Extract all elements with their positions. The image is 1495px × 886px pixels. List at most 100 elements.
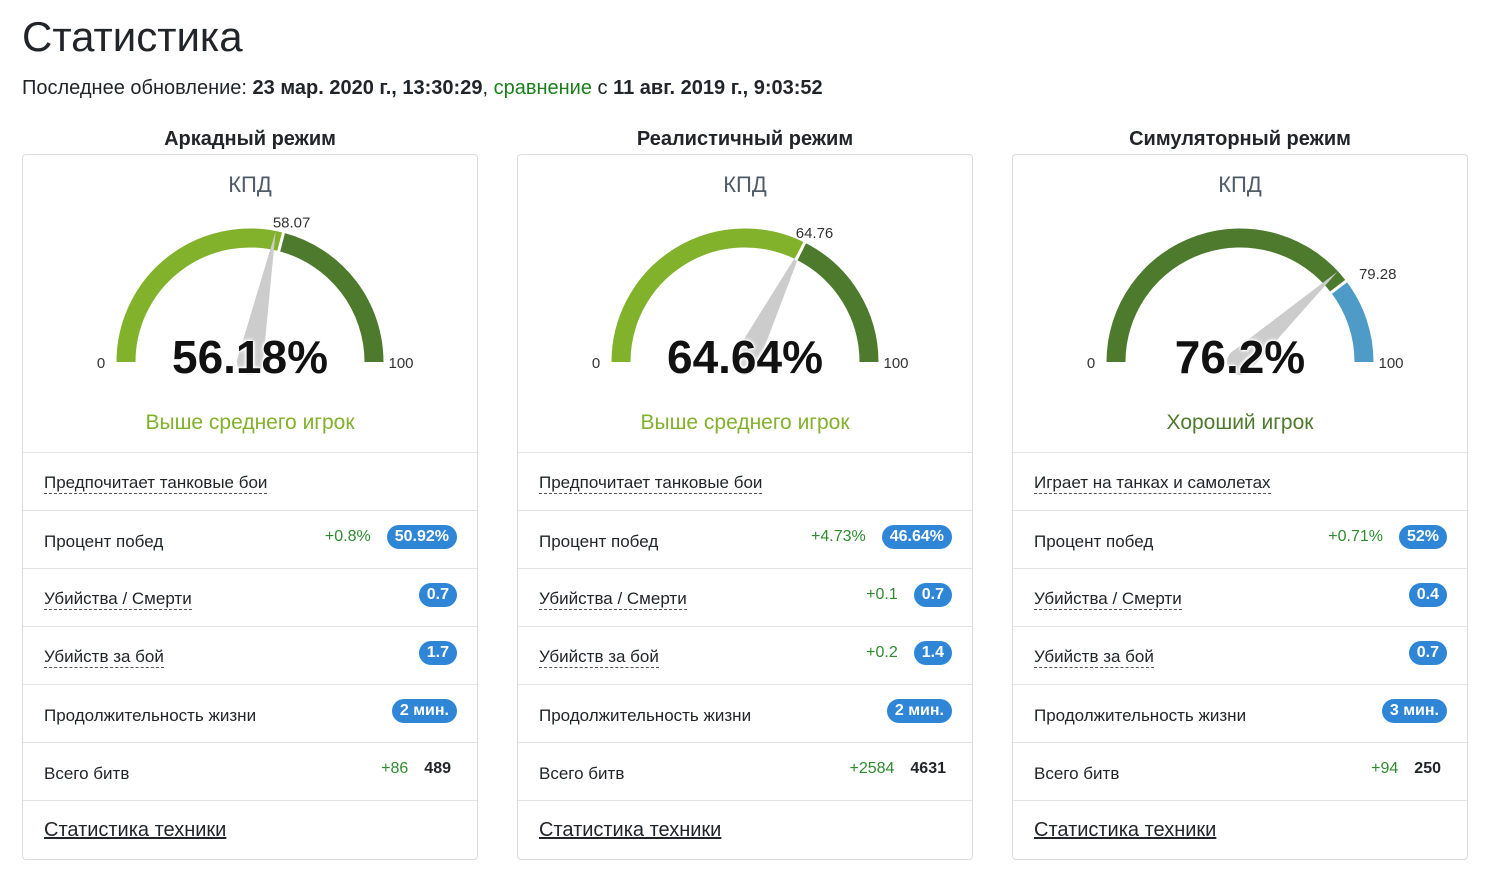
battles-row: Всего битв +94 250 [1013,743,1467,801]
comparison-link[interactable]: сравнение [493,77,592,99]
gauge-label: КПД [228,172,272,197]
mode-card: КПД 64.76 0 100 64.64% Выше среднего игрок… [517,154,973,860]
gauge-compare-marker [794,241,807,262]
gauge-compare-marker [1329,279,1348,295]
mode-column-realistic: Реалистичный режим КПД 64.76 0 100 64.64% … [517,124,973,860]
gauge-value: 76.2% [1174,331,1306,383]
battles-delta: +2584 [849,760,895,777]
winrate-row: Процент побед +0.71% 52% [1013,511,1467,569]
update-comma: , [482,77,489,99]
kd-label[interactable]: Убийства / Смерти [1034,589,1182,610]
vehicle-stats-link[interactable]: Статистика техники [1034,819,1217,841]
mode-title: Аркадный режим [164,128,336,150]
gauge-band-0 [116,228,284,363]
mode-card: КПД 79.28 0 100 76.2% Хороший игрок Играет… [1012,154,1468,860]
gauge-label: КПД [723,172,767,197]
battles-delta: +94 [1371,760,1399,777]
lifetime-badge: 2 мин. [886,699,952,723]
battles-value: 4631 [910,760,946,777]
gauge-needle-hub [732,349,758,375]
gauge-min-label: 0 [97,355,105,372]
winrate-delta: +0.8% [324,528,371,545]
vehicle-stats-link[interactable]: Статистика техники [44,819,227,841]
kd-row: Убийства / Смерти 0.7 [23,569,477,627]
player-rating: Хороший игрок [1166,411,1314,434]
mode-title: Реалистичный режим [636,128,854,150]
lifetime-label: Продолжительность жизни [44,706,257,725]
winrate-label: Процент побед [539,532,659,551]
gauge-needle-hub [1227,349,1253,375]
kd-badge: 0.4 [1408,583,1447,607]
gauge-min-label: 0 [1087,355,1095,372]
kills-per-battle-badge: 1.4 [913,641,952,665]
preference-row: Играет на танках и самолетах [1013,453,1467,511]
vehicle-stats-row: Статистика техники [1013,801,1467,859]
gauge-value: 56.18% [171,331,328,383]
gauge-chart: 64.76 0 100 [592,225,909,375]
gauge-max-label: 100 [883,355,908,372]
kd-label[interactable]: Убийства / Смерти [44,589,192,610]
mode-column-simulator: Симуляторный режим КПД 79.28 0 100 76.2% Х… [1012,124,1468,860]
lifetime-label: Продолжительность жизни [539,706,752,725]
kills-per-battle-label[interactable]: Убийств за бой [1034,647,1154,668]
gauge-chart: 79.28 0 100 [1087,228,1404,375]
kills-per-battle-row: Убийств за бой +0.2 1.4 [518,627,972,685]
winrate-badge: 52% [1398,525,1447,549]
kills-per-battle-badge: 0.7 [1408,641,1447,665]
winrate-delta: +4.73% [811,528,866,545]
gauge-band-1 [796,242,879,363]
last-update-date: 23 мар. 2020 г., 13:30:29 [252,77,483,99]
battles-row: Всего битв +86 489 [23,743,477,801]
comparison-prefix: с [597,77,608,99]
efficiency-gauge: КПД 64.76 0 100 64.64% Выше среднего игрок [518,155,972,453]
gauge-needle [733,242,805,368]
mode-column-arcade: Аркадный режим КПД 58.07 0 100 56.18% Выше… [22,124,478,860]
gauge-value: 64.64% [666,331,823,383]
gauge-compare-label: 64.76 [796,225,834,242]
gauge-label: КПД [1218,172,1262,197]
preference-label[interactable]: Играет на танках и самолетах [1034,473,1271,494]
kd-delta: +0.1 [866,586,898,603]
player-rating: Выше среднего игрок [145,411,355,434]
battles-row: Всего битв +2584 4631 [518,743,972,801]
vehicle-stats-row: Статистика техники [23,801,477,859]
gauge-band-1 [278,232,384,363]
preference-label[interactable]: Предпочитает танковые бои [539,473,763,494]
preference-row: Предпочитает танковые бои [518,453,972,511]
battles-label: Всего битв [539,764,625,783]
battles-delta: +86 [381,760,409,777]
kd-row: Убийства / Смерти 0.4 [1013,569,1467,627]
battles-value: 250 [1414,760,1441,777]
kills-per-battle-badge: 1.7 [418,641,457,665]
winrate-delta: +0.71% [1328,528,1383,545]
kd-label[interactable]: Убийства / Смерти [539,589,687,610]
page-title: Статистика [22,13,243,60]
kd-row: Убийства / Смерти +0.1 0.7 [518,569,972,627]
winrate-badge: 46.64% [881,525,952,549]
vehicle-stats-row: Статистика техники [518,801,972,859]
efficiency-gauge: КПД 79.28 0 100 76.2% Хороший игрок [1013,155,1467,453]
vehicle-stats-link[interactable]: Статистика техники [539,819,722,841]
winrate-row: Процент побед +0.8% 50.92% [23,511,477,569]
winrate-label: Процент побед [44,532,164,551]
preference-label[interactable]: Предпочитает танковые бои [44,473,268,494]
last-update-line: Последнее обновление: 23 мар. 2020 г., 1… [22,74,823,102]
gauge-band-0 [1106,228,1347,363]
kills-per-battle-label[interactable]: Убийств за бой [539,647,659,668]
gauge-min-label: 0 [592,355,600,372]
winrate-badge: 50.92% [386,525,457,549]
winrate-row: Процент побед +4.73% 46.64% [518,511,972,569]
efficiency-gauge: КПД 58.07 0 100 56.18% Выше среднего игрок [23,155,477,453]
comparison-date: 11 авг. 2019 г., 9:03:52 [613,77,823,99]
lifetime-row: Продолжительность жизни 2 мин. [23,685,477,743]
gauge-needle-hub [237,349,263,375]
battles-label: Всего битв [44,764,130,783]
kills-per-battle-row: Убийств за бой 0.7 [1013,627,1467,685]
lifetime-badge: 2 мин. [391,699,457,723]
gauge-needle [1231,271,1338,372]
gauge-compare-label: 79.28 [1359,266,1397,283]
preference-row: Предпочитает танковые бои [23,453,477,511]
kills-per-battle-label[interactable]: Убийств за бой [44,647,164,668]
gauge-compare-marker [277,231,286,253]
mode-card: КПД 58.07 0 100 56.18% Выше среднего игрок… [22,154,478,860]
